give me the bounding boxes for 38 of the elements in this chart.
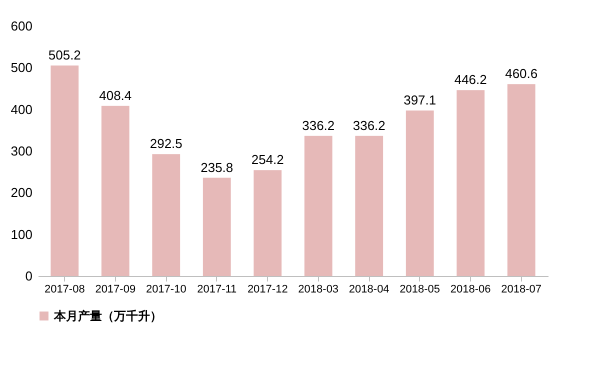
x-tick-label: 2018-06 [450, 284, 491, 296]
y-tick-label: 100 [10, 226, 32, 242]
bar [254, 170, 282, 276]
legend-label: 本月产量（万千升） [53, 309, 162, 323]
x-tick-label: 2017-12 [247, 284, 288, 296]
x-tick-label: 2018-07 [501, 284, 542, 296]
data-label: 397.1 [404, 92, 436, 108]
y-tick-label: 200 [10, 185, 32, 200]
bar [406, 110, 434, 276]
data-label: 235.8 [200, 160, 234, 175]
data-label: 254.2 [251, 152, 284, 168]
x-tick-label: 2018-04 [348, 284, 390, 296]
x-tick-label: 2017-09 [95, 284, 136, 296]
bar [101, 106, 130, 276]
x-tick-label: 2018-03 [298, 284, 339, 296]
data-label: 336.2 [352, 118, 386, 133]
data-label: 446.2 [454, 72, 487, 88]
data-label: 292.5 [150, 136, 182, 152]
data-label: 460.6 [505, 66, 538, 82]
bar [152, 154, 180, 276]
data-label: 505.2 [48, 48, 81, 62]
x-tick-label: 2018-05 [400, 284, 440, 296]
y-tick-label: 0 [25, 268, 32, 284]
bar [50, 66, 79, 276]
bar [456, 90, 485, 276]
x-tick-label: 2017-11 [197, 284, 237, 296]
y-tick-label: 400 [10, 102, 32, 117]
bar [202, 178, 231, 276]
data-label: 336.2 [302, 118, 335, 133]
bar [304, 136, 332, 276]
y-tick-label: 600 [10, 18, 32, 34]
data-label: 408.4 [99, 88, 132, 103]
x-tick-label: 2017-08 [44, 284, 85, 296]
bar [507, 84, 536, 276]
y-tick-label: 500 [10, 60, 32, 76]
x-tick-label: 2017-10 [146, 284, 186, 296]
y-tick-label: 300 [10, 144, 32, 158]
bar [355, 136, 384, 276]
